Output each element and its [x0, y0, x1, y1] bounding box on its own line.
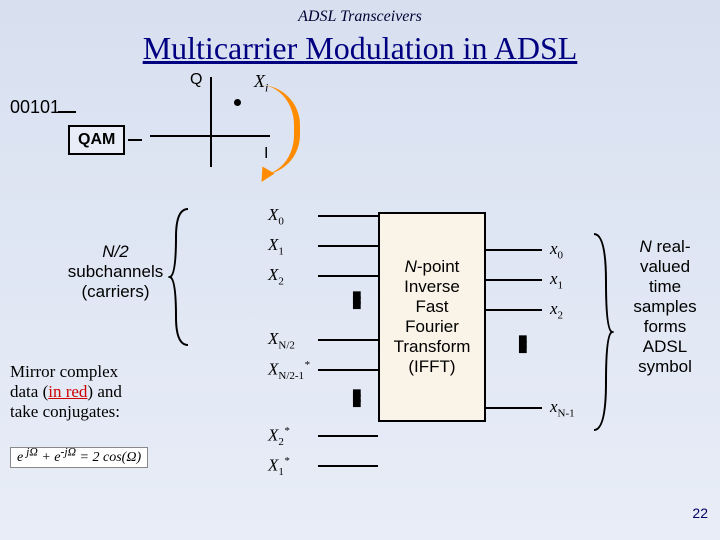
q-axis [210, 77, 212, 167]
qam-connector [128, 139, 142, 141]
x-line-2 [318, 275, 378, 277]
brace-right [590, 232, 614, 432]
ifft-block: N-point Inverse Fast Fourier Transform (… [378, 212, 486, 422]
slide-title: Multicarrier Modulation in ADSL [0, 30, 720, 67]
out-line-0 [486, 249, 542, 251]
vdots-2: ■■■ [352, 391, 362, 406]
output-0: x0 [550, 239, 563, 261]
vdots-1: ■■■ [352, 293, 362, 308]
constellation-point [234, 99, 241, 106]
x-line-6 [318, 465, 378, 467]
x-line-4 [318, 369, 378, 371]
x-line-1 [318, 245, 378, 247]
diagram-canvas: 00101 QAM Q I Xi X0X1X2XN/2XN/2-1*X2*X1*… [0, 67, 720, 527]
x-input-1: X1 [268, 235, 284, 257]
output-description: N real- valued time samples forms ADSL s… [620, 237, 710, 377]
bits-connector [58, 111, 76, 113]
output-2: x2 [550, 299, 563, 321]
x-line-0 [318, 215, 378, 217]
out-line-3 [486, 407, 542, 409]
euler-equation: e jΩ + e-jΩ = 2 cos(Ω) [10, 445, 148, 466]
output-3: xN-1 [550, 397, 575, 419]
x-input-0: X0 [268, 205, 284, 227]
subchannels-label: N/2 subchannels (carriers) [58, 242, 173, 302]
x-input-5: X2* [268, 425, 289, 448]
x-line-5 [318, 435, 378, 437]
x-input-3: XN/2 [268, 329, 295, 351]
output-1: x1 [550, 269, 563, 291]
out-line-2 [486, 309, 542, 311]
mirror-text: Mirror complex data (in red) and take co… [10, 362, 170, 422]
x-input-6: X1* [268, 455, 289, 478]
slide-header: ADSL Transceivers [0, 0, 720, 26]
out-line-1 [486, 279, 542, 281]
input-bits: 00101 [10, 97, 60, 118]
x-input-4: XN/2-1* [268, 359, 310, 382]
mapping-arc [244, 85, 300, 175]
x-line-3 [318, 339, 378, 341]
qam-block: QAM [68, 125, 125, 155]
x-input-2: X2 [268, 265, 284, 287]
page-number: 22 [692, 505, 708, 521]
q-label: Q [190, 71, 202, 89]
vdots-out: ■■■ [518, 337, 528, 352]
